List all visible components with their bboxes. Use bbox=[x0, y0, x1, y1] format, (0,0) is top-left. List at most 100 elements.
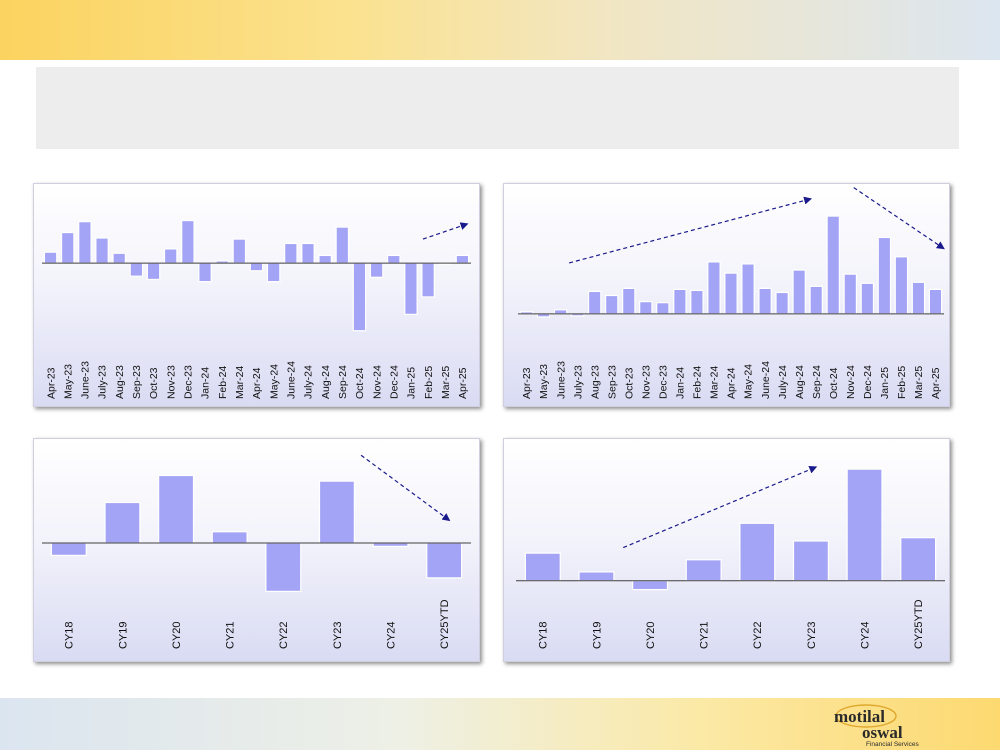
bar-june-23 bbox=[78, 221, 92, 264]
trend-arrow bbox=[623, 465, 818, 549]
bar-may-24 bbox=[266, 262, 281, 283]
x-tick-label: CY18 bbox=[538, 621, 550, 649]
chart-panel-monthly-right: Apr-23 May-23 June-23 July-23 Aug-23 Sep-23 Oc… bbox=[503, 183, 950, 407]
bar-cy24 bbox=[846, 468, 883, 582]
x-tick-label: Oct-24 bbox=[828, 367, 840, 399]
x-tick-label: Jan-24 bbox=[200, 367, 212, 399]
x-tick-label: Dec-24 bbox=[388, 365, 400, 399]
bar-jan-25 bbox=[877, 236, 892, 315]
x-tick-label: July-23 bbox=[572, 365, 584, 399]
x-tick-label: Aug-24 bbox=[320, 365, 332, 399]
bottom-banner bbox=[0, 698, 1000, 750]
bar-jan-24 bbox=[673, 288, 687, 315]
bar-oct-23 bbox=[146, 262, 161, 281]
x-tick-label: CY23 bbox=[806, 621, 818, 649]
x-tick-label: Sep-24 bbox=[337, 365, 349, 399]
x-tick-label: CY20 bbox=[171, 621, 183, 649]
x-tick-label: Aug-23 bbox=[114, 365, 126, 399]
bar-july-24 bbox=[301, 242, 315, 264]
x-tick-label: Mar-24 bbox=[709, 366, 721, 399]
bar-dec-23 bbox=[181, 219, 195, 264]
x-tick-label: Nov-24 bbox=[371, 365, 383, 399]
chart-panel-annual-right: CY18 CY19 CY20 CY21 CY22 CY23 CY24 CY25YTD bbox=[503, 438, 950, 662]
x-tick-label: Oct-23 bbox=[148, 367, 160, 399]
bar-mar-25 bbox=[911, 281, 926, 315]
bar-cy25ytd bbox=[426, 542, 463, 579]
x-tick-label: July-23 bbox=[97, 365, 109, 399]
bar-oct-23 bbox=[622, 287, 636, 315]
bar-apr-25 bbox=[455, 254, 470, 264]
x-tick-label: Mar-25 bbox=[440, 366, 452, 399]
x-tick-label: CY18 bbox=[64, 621, 76, 649]
x-tick-label: CY19 bbox=[591, 621, 603, 649]
x-tick-label: Aug-24 bbox=[794, 365, 806, 399]
trend-arrow bbox=[568, 196, 813, 264]
bar-may-23 bbox=[60, 231, 75, 264]
bar-cy19 bbox=[578, 571, 615, 582]
bar-dec-24 bbox=[387, 254, 401, 264]
bar-feb-25 bbox=[421, 262, 435, 298]
bar-sep-23 bbox=[129, 262, 144, 277]
bar-sep-23 bbox=[604, 294, 619, 315]
x-tick-label: June-24 bbox=[760, 361, 772, 399]
bar-cy18 bbox=[50, 542, 87, 556]
x-tick-label: Dec-23 bbox=[183, 365, 195, 399]
x-tick-label: Oct-24 bbox=[354, 367, 366, 399]
bar-cy21 bbox=[211, 531, 248, 544]
x-tick-label: Apr-25 bbox=[457, 367, 469, 399]
svg-text:oswal: oswal bbox=[862, 723, 903, 742]
x-tick-label: Sep-24 bbox=[811, 365, 823, 399]
x-tick-label: May-24 bbox=[268, 364, 280, 399]
x-tick-label: Mar-24 bbox=[234, 366, 246, 399]
bar-dec-23 bbox=[656, 302, 670, 315]
trend-arrow bbox=[360, 454, 451, 522]
svg-text:Financial Services: Financial Services bbox=[866, 741, 919, 747]
x-tick-label: CY23 bbox=[332, 621, 344, 649]
x-tick-label: Feb-24 bbox=[692, 366, 704, 399]
bar-jan-25 bbox=[404, 262, 418, 315]
x-tick-label: CY22 bbox=[752, 621, 764, 649]
bar-cy21 bbox=[685, 559, 722, 582]
x-tick-label: Nov-23 bbox=[165, 365, 177, 399]
bar-july-24 bbox=[775, 291, 789, 315]
bar-oct-24 bbox=[826, 215, 840, 315]
bar-cy23 bbox=[318, 480, 355, 544]
x-tick-label: Apr-24 bbox=[726, 367, 738, 399]
bar-july-23 bbox=[95, 237, 109, 264]
svg-text:motilal: motilal bbox=[834, 707, 885, 726]
bar-oct-24 bbox=[352, 262, 367, 332]
x-tick-label: Apr-25 bbox=[930, 367, 942, 399]
bar-june-24 bbox=[758, 287, 772, 315]
bar-apr-23 bbox=[43, 251, 58, 264]
motilal-oswal-logo: motilal oswal Financial Services bbox=[834, 704, 919, 747]
chart-svg-monthly-right: Apr-23 May-23 June-23 July-23 Aug-23 Sep-23 Oc… bbox=[518, 187, 945, 399]
chart-svg-annual-right: CY18 CY19 CY20 CY21 CY22 CY23 CY24 CY25YTD bbox=[516, 465, 945, 649]
x-tick-label: Jan-25 bbox=[879, 367, 891, 399]
bar-aug-23 bbox=[112, 252, 127, 264]
bar-feb-25 bbox=[894, 256, 909, 315]
x-tick-label: CY21 bbox=[225, 621, 237, 649]
bar-apr-25 bbox=[928, 288, 943, 315]
x-tick-label: Apr-23 bbox=[45, 367, 57, 399]
x-tick-label: Mar-25 bbox=[913, 366, 925, 399]
x-tick-label: Apr-23 bbox=[521, 367, 533, 399]
chart-panel-monthly-left: Apr-23 May-23 June-23 July-23 Aug-23 Sep-23 Oc… bbox=[33, 183, 480, 407]
x-tick-label: CY19 bbox=[117, 621, 129, 649]
chart-panel-annual-left: CY18 CY19 CY20 CY21 CY22 CY23 CY24 CY25YTD bbox=[33, 438, 480, 662]
x-tick-label: Nov-23 bbox=[640, 365, 652, 399]
bar-cy18 bbox=[524, 552, 561, 582]
bar-sep-24 bbox=[335, 226, 350, 264]
bar-june-24 bbox=[284, 242, 298, 264]
x-tick-label: July-24 bbox=[303, 365, 315, 399]
trend-arrow bbox=[422, 222, 469, 240]
bar-june-23 bbox=[553, 309, 568, 315]
bar-mar-24 bbox=[232, 238, 247, 264]
bar-cy20 bbox=[632, 580, 669, 591]
x-tick-label: Nov-24 bbox=[845, 365, 857, 399]
bar-apr-24 bbox=[249, 262, 264, 272]
x-tick-label: Feb-25 bbox=[423, 366, 435, 399]
x-tick-label: CY22 bbox=[278, 621, 290, 649]
x-tick-label: July-24 bbox=[777, 365, 789, 399]
x-tick-label: Feb-25 bbox=[896, 366, 908, 399]
bar-aug-23 bbox=[587, 290, 602, 315]
